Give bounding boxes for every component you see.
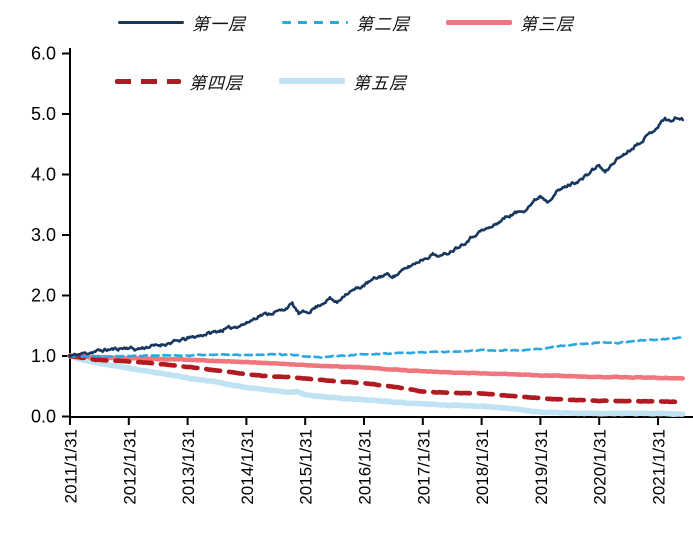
layer2-dashed-line-swatch-icon	[282, 20, 348, 24]
y-tick-label: 2.0	[31, 286, 56, 306]
x-tick-label: 2013/1/31	[179, 429, 198, 505]
y-tick-label: 4.0	[31, 165, 56, 185]
series-line-第一层	[68, 116, 684, 358]
x-tick-label: 2016/1/31	[356, 429, 375, 505]
x-tick-label: 2020/1/31	[591, 429, 610, 505]
legend-label-layer5: 第五层	[353, 73, 407, 93]
legend-label-layer2: 第二层	[356, 14, 410, 34]
x-tick-label: 2012/1/31	[120, 429, 139, 505]
legend-item-layer2: 第二层	[282, 10, 446, 34]
x-tick-label: 2018/1/31	[473, 429, 492, 505]
layer4-dashed-line-swatch-icon	[115, 78, 181, 84]
y-tick-label: 1.0	[31, 346, 56, 366]
legend-label-layer3: 第三层	[520, 14, 574, 34]
legend-label-layer4: 第四层	[189, 73, 243, 93]
x-tick-label: 2019/1/31	[532, 429, 551, 505]
y-tick-label: 6.0	[31, 44, 56, 64]
legend-label-layer1: 第一层	[192, 14, 246, 34]
layer1-line-swatch-icon	[118, 20, 184, 24]
x-tick-label: 2014/1/31	[238, 429, 257, 505]
legend-item-layer5: 第五层	[279, 69, 443, 93]
series-line-第四层	[67, 353, 685, 405]
legend-row-1: 第一层 第二层 第三层	[118, 10, 610, 34]
legend-item-layer4: 第四层	[115, 69, 279, 93]
x-tick-label: 2011/1/31	[62, 429, 81, 503]
y-tick-label: 3.0	[31, 225, 56, 245]
legend-row-2: 第四层 第五层	[115, 69, 443, 93]
y-tick-label: 5.0	[31, 104, 56, 124]
x-tick-label: 2017/1/31	[414, 429, 433, 505]
x-tick-label: 2015/1/31	[297, 429, 316, 505]
series-line-第三层	[67, 353, 685, 381]
legend-item-layer1: 第一层	[118, 10, 282, 34]
y-tick-label: 0.0	[31, 407, 56, 427]
x-tick-label: 2021/1/31	[650, 429, 669, 505]
layer5-line-swatch-icon	[279, 78, 345, 84]
series-line-第二层	[68, 336, 684, 359]
series-line-第五层	[67, 353, 686, 417]
layer3-line-swatch-icon	[446, 19, 512, 25]
legend-item-layer3: 第三层	[446, 10, 610, 34]
